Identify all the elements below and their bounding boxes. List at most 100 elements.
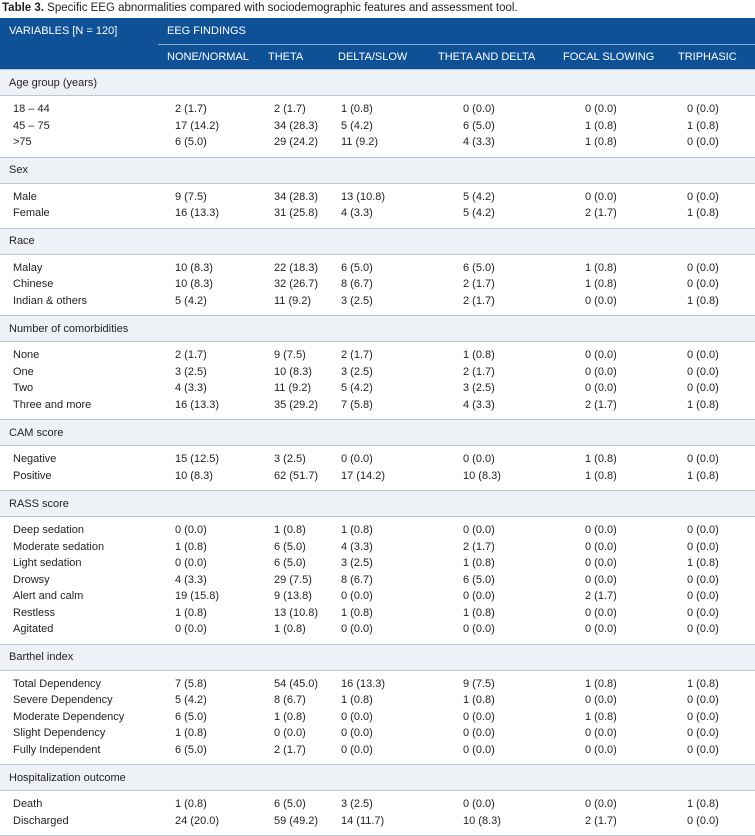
- row-label: Female: [13, 207, 50, 220]
- table-row: Light sedation 0 (0.0) 6 (5.0) 3 (2.5) 1 (0.…: [0, 555, 755, 572]
- table-cell: 0 (0.0): [687, 590, 719, 603]
- table-cell: 3 (2.5): [463, 382, 495, 395]
- table-cell: 8 (6.7): [274, 694, 306, 707]
- table-cell: 0 (0.0): [585, 573, 617, 586]
- section-row: Barthel index: [0, 643, 755, 671]
- column-header: NONE/NORMAL: [158, 44, 259, 70]
- table-cell: 2 (1.7): [175, 103, 207, 116]
- row-label: Light sedation: [13, 557, 82, 570]
- row-label: Discharged: [13, 814, 69, 827]
- table-cell: 0 (0.0): [463, 590, 495, 603]
- column-header: TRIPHASIC: [669, 44, 755, 70]
- row-label: One: [13, 365, 34, 378]
- table-cell: 1 (0.8): [463, 349, 495, 362]
- column-header: THETA: [259, 44, 329, 70]
- table-row: Three and more 16 (13.3) 35 (29.2) 7 (5.8) 4…: [0, 397, 755, 414]
- table-row: Deep sedation 0 (0.0) 1 (0.8) 1 (0.8) 0 (0.0…: [0, 522, 755, 539]
- table-row: Fully Independent 6 (5.0) 2 (1.7) 0 (0.0) 0 …: [0, 742, 755, 759]
- table-cell: 0 (0.0): [687, 573, 719, 586]
- table-cell: 0 (0.0): [687, 261, 719, 274]
- table-cell: 10 (8.3): [463, 814, 501, 827]
- table-cell: 0 (0.0): [175, 557, 207, 570]
- table-row: Agitated 0 (0.0) 1 (0.8) 0 (0.0) 0 (0.0) 0 (0…: [0, 621, 755, 638]
- table-cell: 0 (0.0): [463, 623, 495, 636]
- row-label: Moderate Dependency: [13, 710, 125, 723]
- table-cell: 59 (49.2): [274, 814, 319, 827]
- table-cell: 1 (0.8): [585, 119, 617, 132]
- row-label: Total Dependency: [13, 677, 102, 690]
- table-cell: 1 (0.8): [175, 606, 207, 619]
- row-label: Malay: [13, 261, 43, 274]
- table-cell: 0 (0.0): [687, 814, 719, 827]
- table-cell: 3 (2.5): [341, 557, 373, 570]
- table-cell: 2 (1.7): [585, 814, 617, 827]
- table-cell: 3 (2.5): [341, 294, 373, 307]
- table-cell: 4 (3.3): [341, 540, 373, 553]
- table-cell: 0 (0.0): [687, 365, 719, 378]
- row-label: Two: [13, 382, 34, 395]
- table-cell: 6 (5.0): [463, 119, 495, 132]
- section-row: Number of comorbidities: [0, 315, 755, 342]
- table-cell: 1 (0.8): [585, 278, 617, 291]
- table-cell: 0 (0.0): [687, 349, 719, 362]
- table-cell: 0 (0.0): [687, 382, 719, 395]
- table-cell: 9 (7.5): [175, 190, 207, 203]
- table-cell: 0 (0.0): [585, 103, 617, 116]
- table-cell: 35 (29.2): [274, 398, 319, 411]
- table-cell: 1 (0.8): [687, 119, 719, 132]
- table-cell: 1 (0.8): [585, 453, 617, 466]
- table-cell: 0 (0.0): [585, 365, 617, 378]
- table-cell: 5 (4.2): [175, 694, 207, 707]
- table-cell: 8 (6.7): [341, 573, 373, 586]
- table-row: Discharged 24 (20.0) 59 (49.2) 14 (11.7) 10 …: [0, 813, 755, 830]
- table-cell: 0 (0.0): [463, 103, 495, 116]
- table-cell: 0 (0.0): [585, 557, 617, 570]
- table-row: Malay 10 (8.3) 22 (18.3) 6 (5.0) 6 (5.0) 1 (0…: [0, 260, 755, 277]
- row-label: >75: [13, 136, 32, 149]
- row-label: Negative: [13, 453, 57, 466]
- table-cell: 4 (3.3): [463, 398, 495, 411]
- table-row: Male 9 (7.5) 34 (28.3) 13 (10.8) 5 (4.2) 0 (0…: [0, 189, 755, 206]
- table-cell: 1 (0.8): [585, 710, 617, 723]
- row-label: Drowsy: [13, 573, 50, 586]
- table-cell: 0 (0.0): [463, 524, 495, 537]
- section-title: CAM score: [0, 419, 755, 446]
- table-cell: 1 (0.8): [341, 694, 373, 707]
- table-cell: 1 (0.8): [687, 294, 719, 307]
- section-row: CAM score: [0, 419, 755, 446]
- table-body: Age group (years) 18 – 44 2 (1.7) 2 (1.7) 1 …: [0, 69, 755, 836]
- table-cell: 16 (13.3): [175, 398, 220, 411]
- table-row: Death 1 (0.8) 6 (5.0) 3 (2.5) 0 (0.0) 0 (0.0)…: [0, 796, 755, 813]
- row-label: Three and more: [13, 398, 92, 411]
- table-cell: 1 (0.8): [687, 207, 719, 220]
- table-cell: 29 (7.5): [274, 573, 312, 586]
- table-cell: 1 (0.8): [341, 524, 373, 537]
- table-cell: 5 (4.2): [175, 294, 207, 307]
- table-cell: 3 (2.5): [175, 365, 207, 378]
- table-cell: 10 (8.3): [175, 469, 213, 482]
- table-cell: 2 (1.7): [463, 294, 495, 307]
- table-caption: Table 3. Specific EEG abnormalities comp…: [0, 0, 755, 18]
- table-row: >75 6 (5.0) 29 (24.2) 11 (9.2) 4 (3.3) 1 (0.8…: [0, 134, 755, 151]
- table-cell: 2 (1.7): [175, 349, 207, 362]
- table-cell: 0 (0.0): [687, 727, 719, 740]
- table-cell: 0 (0.0): [687, 540, 719, 553]
- table-cell: 0 (0.0): [341, 727, 373, 740]
- caption-text: Specific EEG abnormalities compared with…: [47, 2, 518, 14]
- table-cell: 0 (0.0): [687, 136, 719, 149]
- table-cell: 0 (0.0): [585, 294, 617, 307]
- column-header: FOCAL SLOWING: [554, 44, 669, 70]
- table-cell: 0 (0.0): [463, 727, 495, 740]
- table-cell: 34 (28.3): [274, 119, 319, 132]
- table-cell: 6 (5.0): [175, 710, 207, 723]
- table-cell: 31 (25.8): [274, 207, 319, 220]
- table-cell: 6 (5.0): [341, 261, 373, 274]
- table-row: 18 – 44 2 (1.7) 2 (1.7) 1 (0.8) 0 (0.0) 0 (0.…: [0, 101, 755, 118]
- table-row: Positive 10 (8.3) 62 (51.7) 17 (14.2) 10 (8.…: [0, 468, 755, 485]
- table-cell: 11 (9.2): [274, 382, 312, 395]
- table-row: None 2 (1.7) 9 (7.5) 2 (1.7) 1 (0.8) 0 (0.0) 0…: [0, 347, 755, 364]
- table-cell: 1 (0.8): [175, 540, 207, 553]
- table-cell: 0 (0.0): [274, 727, 306, 740]
- table-cell: 16 (13.3): [341, 677, 386, 690]
- table-cell: 6 (5.0): [175, 743, 207, 756]
